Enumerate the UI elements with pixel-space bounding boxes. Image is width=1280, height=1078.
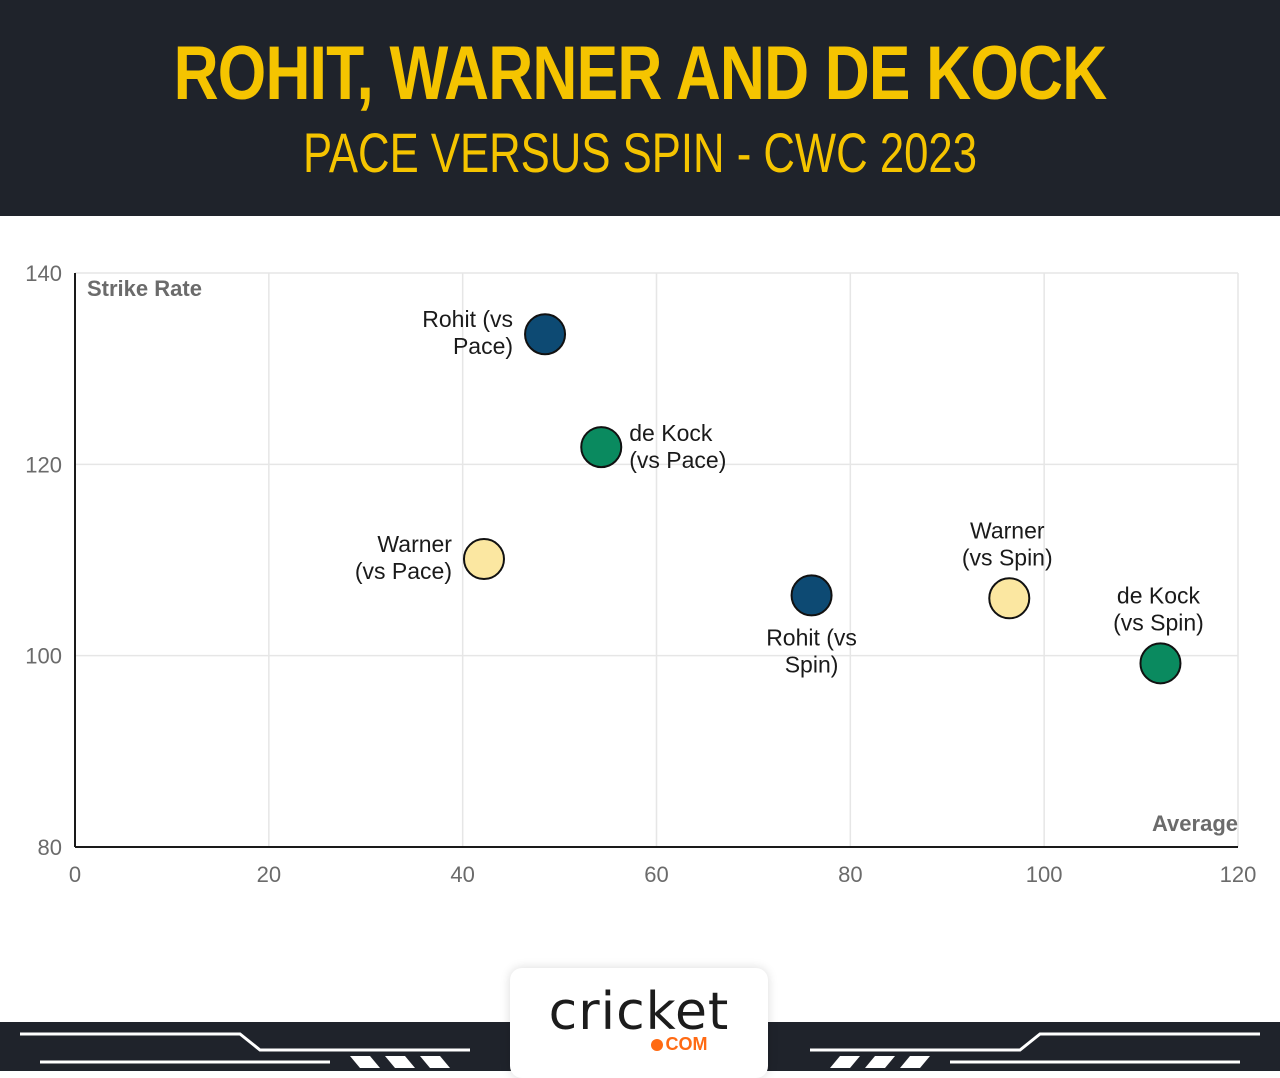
data-point (1139, 642, 1182, 685)
logo-wordmark: cricket (548, 982, 730, 1042)
data-label: (vs Spin) (1113, 609, 1204, 635)
data-point (580, 426, 623, 469)
header-banner: ROHIT, WARNER AND DE KOCK PACE VERSUS SP… (0, 0, 1280, 216)
data-label: Spin) (785, 651, 839, 677)
chart-title: ROHIT, WARNER AND DE KOCK (173, 31, 1108, 116)
x-tick-label: 60 (644, 862, 668, 887)
data-label: (vs Pace) (629, 447, 726, 473)
data-label: (vs Spin) (962, 544, 1053, 570)
x-tick-label: 40 (450, 862, 474, 887)
data-label: (vs Pace) (355, 558, 452, 584)
x-tick-label: 80 (838, 862, 862, 887)
data-point (524, 313, 567, 356)
x-tick-label: 120 (1220, 862, 1257, 887)
data-point (462, 538, 505, 581)
logo-domain-text: COM (665, 1034, 708, 1054)
x-tick-label: 0 (69, 862, 81, 887)
footer-decoration (20, 1032, 1260, 1068)
y-tick-label: 80 (38, 835, 62, 860)
data-label: de Kock (1117, 582, 1201, 608)
y-tick-label: 140 (25, 261, 62, 286)
x-axis-title: Average (1152, 811, 1238, 836)
y-axis-title: Strike Rate (87, 276, 202, 301)
x-tick-label: 20 (257, 862, 281, 887)
y-tick-label: 120 (25, 452, 62, 477)
data-point (790, 574, 833, 617)
data-label: Pace) (453, 333, 513, 359)
data-label: Warner (970, 517, 1045, 543)
scatter-chart: 0 20 40 60 80 100 120 80 100 120 140 Strike Rate Ave… (25, 261, 1257, 887)
data-label: Rohit (vs (422, 306, 513, 332)
data-label: de Kock (629, 420, 713, 446)
chart-subtitle: PACE VERSUS SPIN - CWC 2023 (303, 121, 977, 184)
x-tick-label: 100 (1026, 862, 1063, 887)
y-tick-label: 100 (25, 644, 62, 669)
cricket-com-logo[interactable]: cricket COM (510, 968, 768, 1078)
data-label: Rohit (vs (766, 624, 857, 650)
orange-dot-icon (650, 1039, 663, 1051)
logo-domain: COM (510, 1034, 768, 1055)
data-point (988, 577, 1031, 620)
data-label: Warner (377, 531, 452, 557)
